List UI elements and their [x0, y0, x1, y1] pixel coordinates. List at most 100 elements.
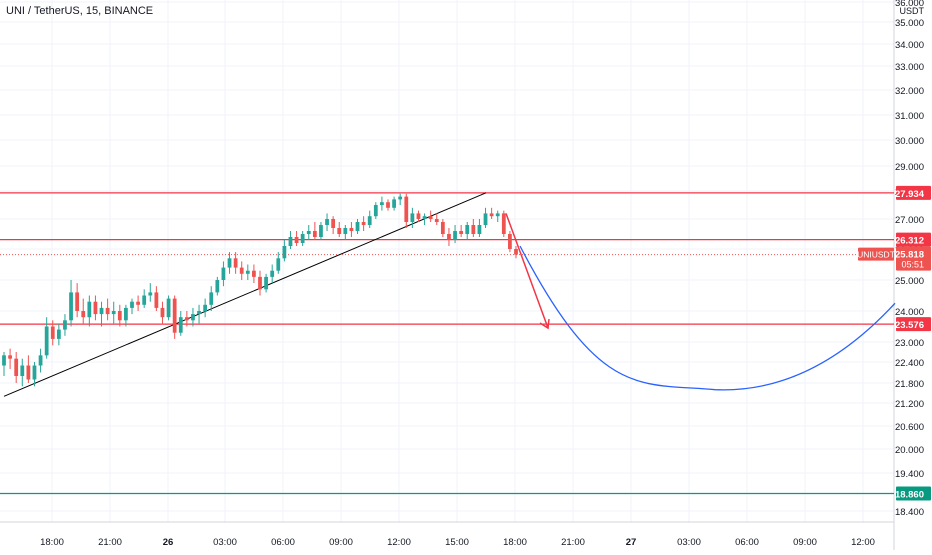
y-tick-label: 25.000 — [895, 276, 924, 287]
y-tick-label: 31.000 — [895, 111, 924, 122]
candle-body — [447, 234, 451, 240]
candle-body — [69, 292, 73, 321]
candle-body — [294, 237, 299, 243]
candle-body — [130, 301, 134, 308]
candle-body — [184, 317, 189, 321]
candle-body — [56, 329, 61, 339]
symbol-tag — [858, 247, 894, 261]
candle-body — [32, 365, 37, 380]
y-tick-label: 20.600 — [895, 422, 924, 433]
symbol-tag-label: UNIUSDT — [857, 250, 895, 260]
candle-body — [471, 225, 476, 234]
candle-body — [270, 270, 275, 277]
x-tick-label: 03:00 — [677, 537, 701, 548]
candle-body — [325, 219, 329, 225]
candle-body — [160, 307, 165, 318]
candle-body — [508, 234, 512, 249]
chart-title: UNI / TetherUS, 15, BINANCE — [6, 5, 154, 17]
candle-body — [215, 280, 220, 293]
y-tick-label: 23.000 — [895, 338, 924, 349]
y-tick-label: 35.000 — [895, 18, 924, 29]
x-tick-label: 18:00 — [503, 537, 527, 548]
candle-body — [258, 276, 262, 290]
candle-body — [495, 213, 500, 217]
candle-body — [380, 202, 384, 205]
x-tick-label: 21:00 — [98, 537, 122, 548]
candle-body — [422, 216, 427, 219]
countdown-label: 05:51 — [901, 260, 924, 270]
x-tick-label: 15:00 — [445, 537, 469, 548]
candle-body — [124, 307, 128, 321]
candle-body — [306, 231, 311, 234]
y-tick-label: 21.200 — [895, 399, 924, 410]
candle-body — [514, 249, 518, 255]
current-price-tag — [896, 246, 931, 271]
candle-body — [477, 225, 482, 234]
x-tick-label: 09:00 — [793, 537, 817, 548]
candle-body — [465, 225, 470, 234]
candle-body — [337, 228, 342, 234]
candle-body — [282, 246, 287, 259]
candle-body — [38, 355, 43, 366]
candle-body — [178, 317, 183, 333]
candle-body — [300, 234, 305, 243]
candle-body — [105, 307, 110, 315]
price-tag-label: 18.860 — [895, 490, 924, 501]
candle-body — [166, 298, 171, 318]
candle-body — [239, 267, 244, 274]
candle-body — [434, 219, 439, 222]
candle-body — [392, 199, 396, 208]
candle-body — [501, 213, 506, 234]
candle-body — [264, 276, 268, 290]
y-tick-label: 19.400 — [895, 469, 924, 480]
candle-body — [440, 222, 445, 234]
candle-body — [8, 355, 12, 359]
candle-body — [404, 196, 409, 222]
x-tick-label: 26 — [163, 537, 174, 548]
price-tag — [896, 486, 931, 501]
candle-body — [203, 304, 208, 311]
y-tick-label: 30.000 — [895, 136, 924, 147]
candle-body — [221, 267, 226, 280]
x-tick-label: 03:00 — [213, 537, 237, 548]
y-axis-unit: USDT — [900, 6, 925, 16]
candle-body — [93, 301, 98, 315]
y-tick-label: 33.000 — [895, 62, 924, 73]
y-tick-label: 32.000 — [895, 86, 924, 97]
candle-body — [312, 231, 317, 237]
price-tag — [896, 317, 931, 332]
x-tick-label: 06:00 — [735, 537, 759, 548]
candle-body — [331, 219, 336, 228]
candle-body — [319, 225, 323, 237]
projection-curve — [519, 245, 896, 391]
candle-body — [367, 216, 372, 225]
trend-line — [3, 192, 487, 397]
y-tick-label: 34.000 — [895, 40, 924, 51]
candle-body — [50, 326, 55, 339]
current-price-label: 25.818 — [895, 250, 924, 261]
y-tick-label: 27.000 — [895, 215, 924, 226]
candle-body — [252, 270, 256, 277]
candle-body — [233, 258, 238, 268]
candle-body — [75, 292, 80, 311]
x-tick-label: 27 — [626, 537, 637, 548]
candle-body — [14, 358, 19, 376]
candle-body — [87, 301, 92, 318]
x-tick-label: 12:00 — [851, 537, 875, 548]
candle-body — [154, 292, 159, 308]
candle-body — [343, 228, 348, 234]
candle-body — [489, 213, 494, 217]
y-tick-label: 24.000 — [895, 307, 924, 318]
candle-body — [20, 365, 25, 376]
price-tag — [896, 232, 931, 247]
price-tag-label: 27.934 — [895, 189, 925, 200]
y-tick-label: 18.400 — [895, 507, 924, 518]
candle-body — [276, 258, 281, 271]
candle-body — [117, 311, 122, 321]
candle-body — [245, 270, 250, 274]
x-tick-label: 21:00 — [561, 537, 585, 548]
candle-body — [81, 311, 86, 318]
candle-body — [2, 355, 6, 366]
